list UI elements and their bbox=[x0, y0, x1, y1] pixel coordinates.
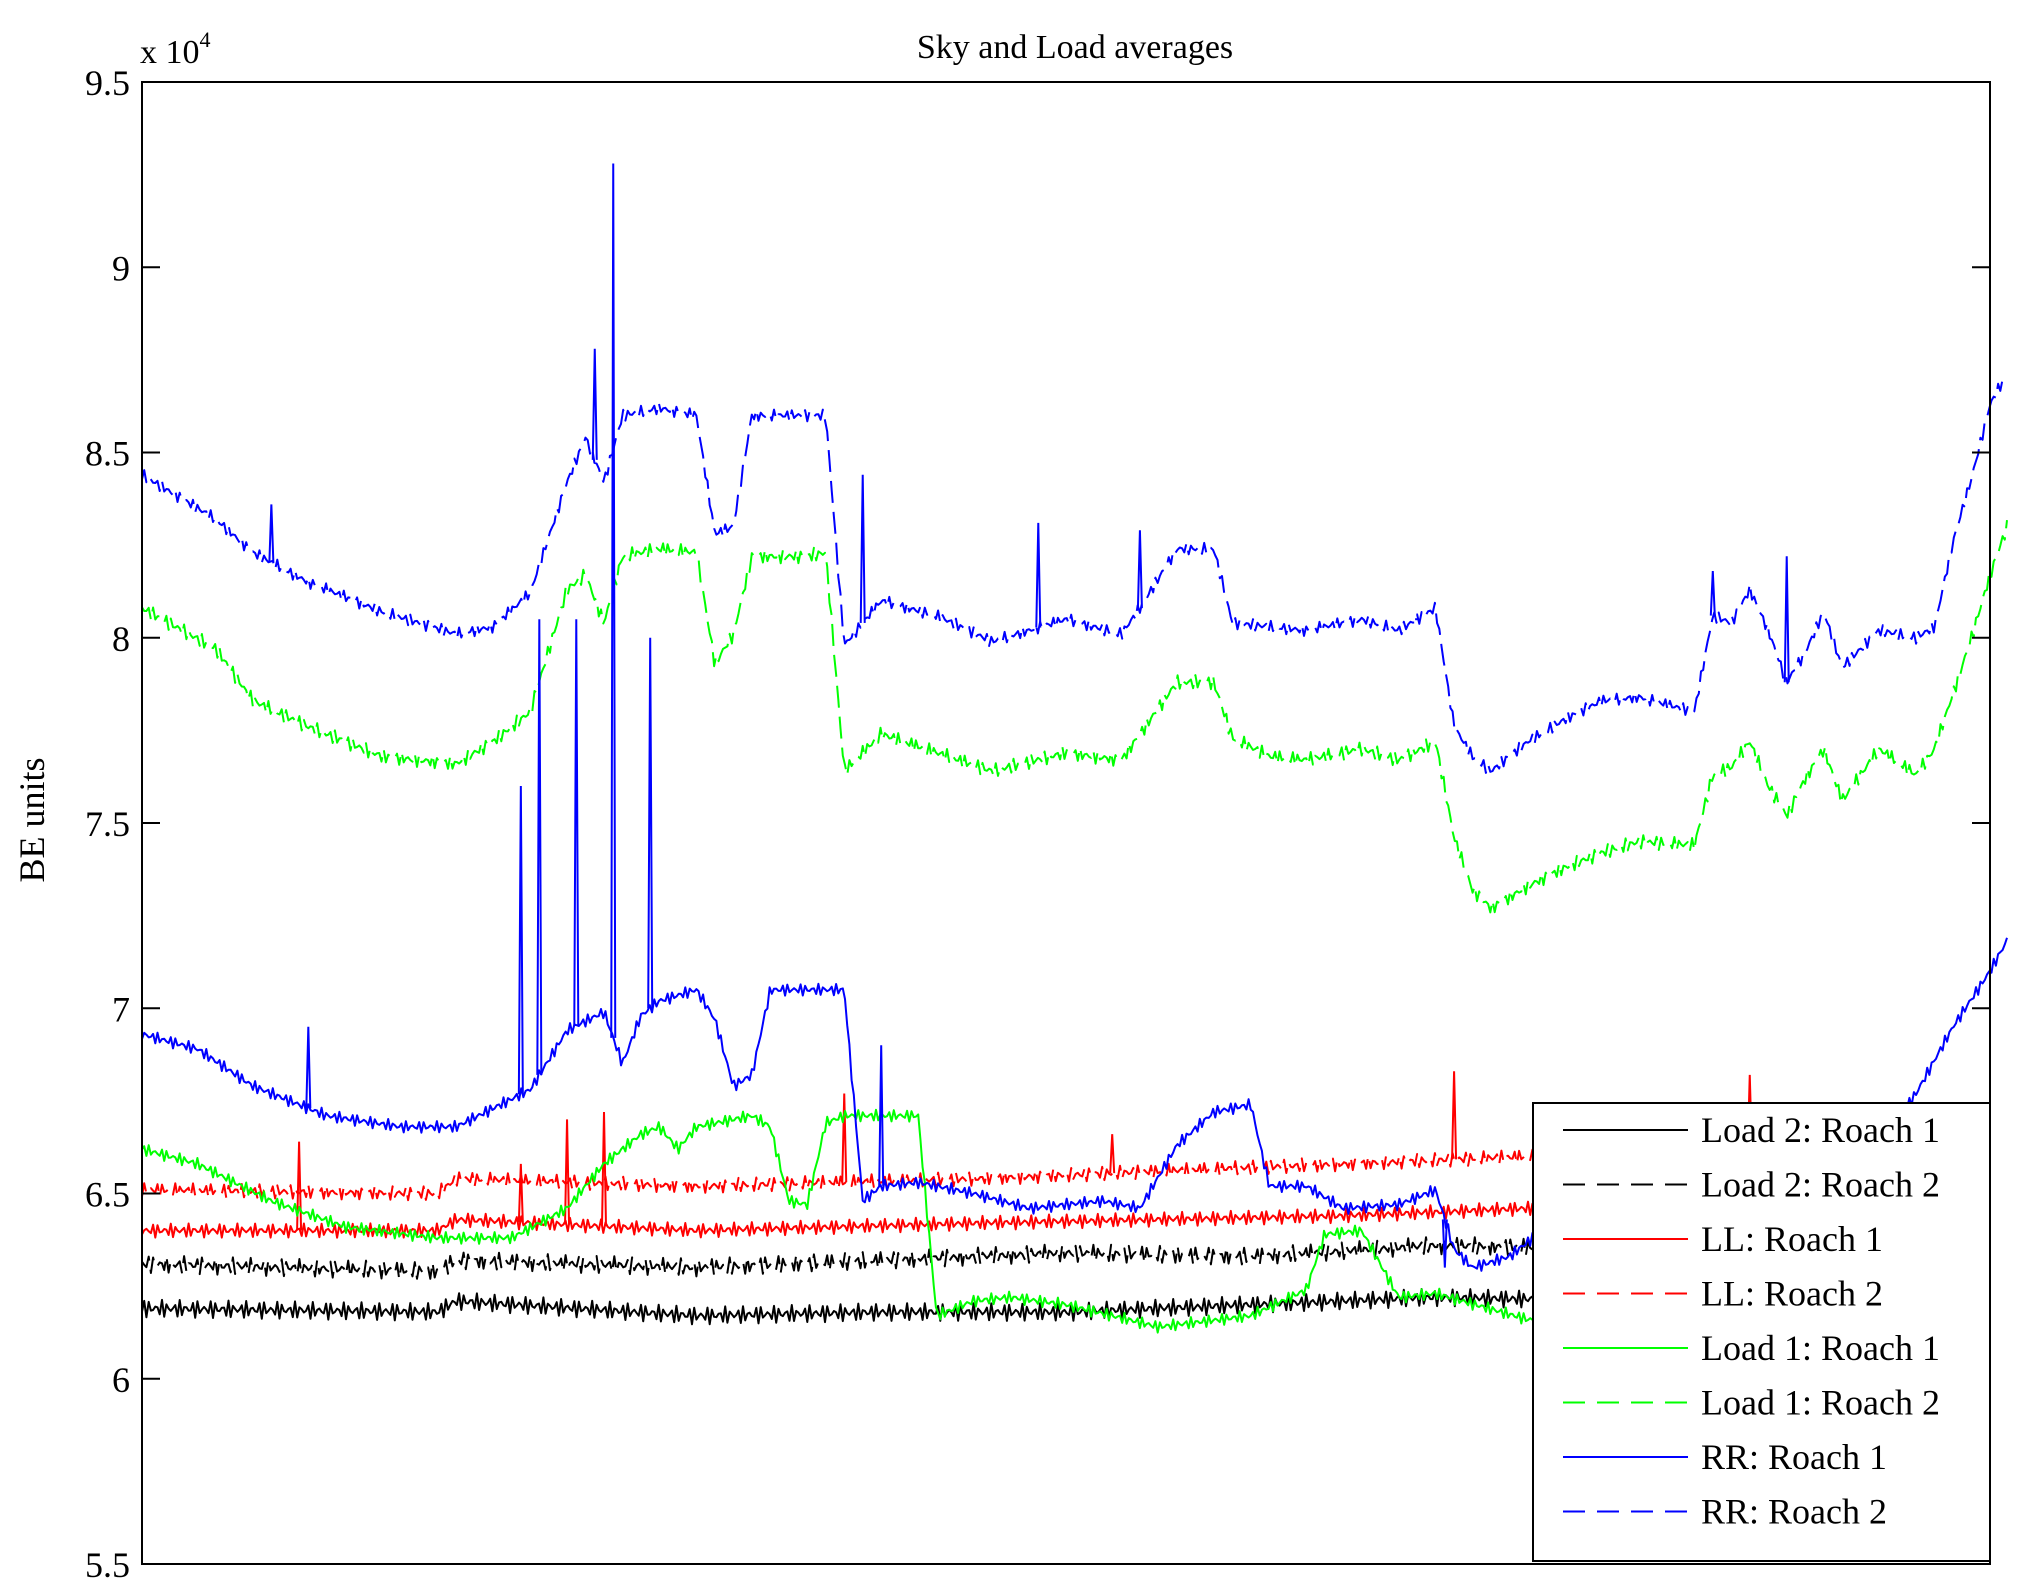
series-spike-rr-roach-1 bbox=[517, 785, 524, 1095]
series-line-rr-roach-2 bbox=[141, 374, 2008, 774]
series-spike-rr-roach-2 bbox=[859, 474, 866, 623]
y-tick-label: 9.5 bbox=[85, 63, 130, 103]
y-tick-label: 5.5 bbox=[85, 1545, 130, 1585]
series-spike-rr-roach-1 bbox=[878, 1045, 885, 1187]
y-tick-label: 8 bbox=[112, 619, 130, 659]
series-spike-rr-roach-2 bbox=[1709, 571, 1716, 616]
legend-label: Load 1: Roach 1 bbox=[1701, 1328, 1940, 1368]
series-spike-ll-roach-2 bbox=[1109, 1134, 1116, 1174]
series-line-load-2-roach-2 bbox=[141, 1225, 1842, 1281]
series-spike-rr-roach-1 bbox=[610, 163, 617, 1038]
y-exponent-base: x 10 bbox=[140, 34, 200, 71]
series-spike-rr-roach-2 bbox=[1035, 522, 1042, 628]
series-spike-rr-roach-2 bbox=[591, 348, 598, 460]
legend-box bbox=[1532, 1102, 1991, 1562]
y-axis-label: BE units bbox=[12, 757, 52, 882]
plot-frame bbox=[141, 81, 1991, 1565]
series-spike-rr-roach-1 bbox=[573, 619, 580, 1026]
series-spike-rr-roach-2 bbox=[1136, 530, 1143, 609]
series-spike-ll-roach-2 bbox=[841, 1093, 848, 1183]
chart-title: Sky and Load averages bbox=[917, 29, 1233, 66]
legend-label: RR: Roach 2 bbox=[1701, 1492, 1887, 1532]
legend-label: Load 2: Roach 1 bbox=[1701, 1110, 1940, 1150]
y-tick-label: 7.5 bbox=[85, 804, 130, 844]
y-tick-label: 9 bbox=[112, 248, 130, 288]
series-spike-rr-roach-2 bbox=[268, 504, 275, 563]
series-spike-ll-roach-1 bbox=[601, 1111, 607, 1227]
legend-label: Load 2: Roach 2 bbox=[1701, 1165, 1940, 1205]
y-tick-label: 8.5 bbox=[85, 434, 130, 474]
series-spike-rr-roach-1 bbox=[647, 637, 654, 1009]
legend-label: Load 1: Roach 2 bbox=[1701, 1383, 1940, 1423]
y-tick-label: 6.5 bbox=[85, 1175, 130, 1215]
series-spike-ll-roach-2 bbox=[1451, 1071, 1458, 1160]
series-spike-rr-roach-2 bbox=[1783, 556, 1790, 683]
series-spike-rr-roach-1 bbox=[536, 619, 543, 1075]
series-spike-ll-roach-1 bbox=[517, 1163, 524, 1223]
legend-label: RR: Roach 1 bbox=[1701, 1437, 1887, 1477]
y-exponent-label: x 104 bbox=[140, 27, 211, 71]
legend-label: LL: Roach 1 bbox=[1701, 1219, 1883, 1259]
series-spike-ll-roach-1 bbox=[564, 1119, 571, 1225]
y-tick-label: 6 bbox=[112, 1360, 130, 1400]
series-line-load-1-roach-2 bbox=[141, 519, 2008, 914]
y-exponent-power: 4 bbox=[200, 27, 211, 52]
y-tick-label: 7 bbox=[112, 989, 130, 1029]
series-spike-ll-roach-1 bbox=[296, 1141, 303, 1231]
legend: Load 2: Roach 1 Load 2: Roach 2 LL: Roach … bbox=[1532, 1102, 1991, 1562]
series-spike-rr-roach-1 bbox=[1441, 1219, 1448, 1268]
series-spike-rr-roach-1 bbox=[305, 1026, 312, 1109]
legend-label: LL: Roach 2 bbox=[1701, 1274, 1883, 1314]
